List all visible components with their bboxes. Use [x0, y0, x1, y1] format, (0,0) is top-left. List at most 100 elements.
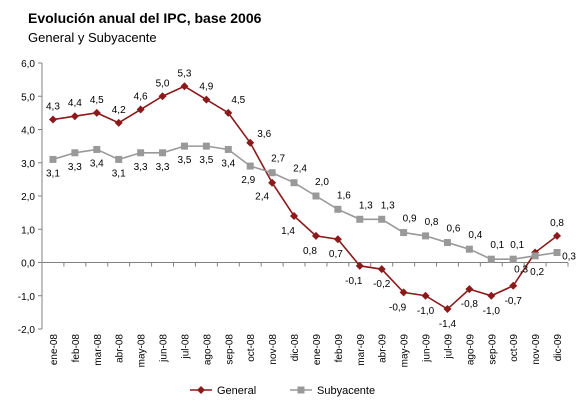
- y-tick-label: 2,0: [21, 192, 35, 203]
- data-point-subyacente: [312, 192, 320, 200]
- data-point-general: [399, 288, 408, 297]
- data-point-general: [443, 305, 452, 314]
- data-point-subyacente: [290, 179, 298, 187]
- data-label-subyacente: 0,6: [447, 224, 461, 235]
- legend-item-general: General: [190, 385, 256, 397]
- x-tick-label: feb-09: [334, 334, 345, 363]
- data-label-general: 5,3: [178, 68, 192, 79]
- data-point-general: [136, 105, 145, 114]
- x-tick-label: sep-09: [487, 334, 498, 365]
- x-tick-label: abr-08: [115, 334, 126, 363]
- data-point-subyacente: [443, 239, 451, 247]
- data-label-general: -0,2: [373, 279, 391, 290]
- x-tick-label: jul-08: [180, 334, 191, 360]
- data-point-subyacente: [137, 149, 145, 157]
- data-point-subyacente: [531, 252, 539, 260]
- data-point-general: [377, 265, 386, 274]
- legend-label-general: General: [217, 385, 256, 397]
- data-label-subyacente: 3,3: [156, 162, 170, 173]
- data-point-general: [290, 211, 299, 220]
- y-tick-label: 6,0: [21, 59, 35, 70]
- data-label-general: -0,7: [505, 296, 523, 307]
- data-point-subyacente: [487, 255, 495, 263]
- data-point-general: [509, 281, 518, 290]
- data-point-general: [355, 261, 364, 270]
- data-label-subyacente: 0,3: [562, 252, 576, 263]
- x-tick-label: abr-09: [378, 334, 389, 363]
- data-label-general: 4,4: [68, 98, 82, 109]
- series-line-subyacente: [52, 145, 558, 260]
- data-point-subyacente: [465, 245, 473, 253]
- x-tick-label: dic-09: [553, 334, 564, 362]
- data-point-subyacente: [224, 145, 232, 153]
- data-point-general: [311, 231, 320, 240]
- x-tick-label: nov-09: [531, 334, 542, 365]
- data-point-general: [92, 108, 101, 117]
- data-label-subyacente: 3,4: [90, 158, 104, 169]
- data-point-subyacente: [202, 142, 210, 150]
- data-label-subyacente: 0,2: [530, 267, 544, 278]
- data-label-subyacente: 2,7: [271, 154, 285, 165]
- y-tick-label: -2,0: [18, 325, 36, 336]
- data-label-subyacente: 0,8: [425, 217, 439, 228]
- legend-label-subyacente: Subyacente: [317, 385, 375, 397]
- data-point-subyacente: [49, 155, 57, 163]
- data-label-general: 4,5: [231, 95, 245, 106]
- data-label-subyacente: 1,3: [359, 200, 373, 211]
- data-point-general: [421, 291, 430, 300]
- data-point-subyacente: [159, 149, 167, 157]
- x-tick-label: mar-09: [356, 334, 367, 366]
- legend-marker-general: [197, 386, 205, 394]
- data-point-subyacente: [180, 142, 188, 150]
- x-tick-label: mar-08: [93, 334, 104, 366]
- y-tick-label: 5,0: [21, 92, 35, 103]
- data-label-general: 0,8: [303, 246, 317, 257]
- data-label-general: 1,4: [281, 226, 295, 237]
- y-tick-label: 4,0: [21, 126, 35, 137]
- data-point-general: [268, 178, 277, 187]
- data-label-general: 0,8: [550, 218, 564, 229]
- x-tick-label: dic-08: [290, 334, 301, 362]
- data-point-general: [48, 115, 57, 124]
- y-tick-label: -1,0: [18, 292, 36, 303]
- data-point-general: [487, 291, 496, 300]
- data-label-general: 0,7: [329, 249, 343, 260]
- data-point-general: [158, 92, 167, 101]
- data-point-general: [333, 235, 342, 244]
- data-label-subyacente: 2,0: [315, 177, 329, 188]
- data-point-general: [465, 285, 474, 294]
- data-point-subyacente: [268, 169, 276, 177]
- data-label-general: -0,9: [389, 302, 407, 313]
- x-tick-label: oct-09: [509, 334, 520, 362]
- x-tick-label: ago-09: [465, 334, 476, 366]
- data-label-subyacente: 3,5: [199, 155, 213, 166]
- data-label-general: -0,8: [461, 299, 479, 310]
- data-label-subyacente: 3,3: [68, 162, 82, 173]
- x-tick-label: feb-08: [71, 334, 82, 363]
- x-tick-label: oct-08: [246, 334, 257, 362]
- data-label-subyacente: 3,4: [221, 158, 235, 169]
- data-label-subyacente: 1,3: [381, 200, 395, 211]
- x-tick-label: jun-08: [159, 334, 170, 363]
- x-tick-label: jun-09: [422, 334, 433, 363]
- data-label-subyacente: 2,9: [241, 175, 255, 186]
- data-label-general: 4,2: [112, 105, 126, 116]
- data-label-general: -0,1: [345, 276, 363, 287]
- data-label-general: 4,9: [199, 82, 213, 93]
- x-tick-label: sep-08: [224, 334, 235, 365]
- x-tick-label: may-09: [400, 334, 411, 368]
- data-point-general: [180, 82, 189, 91]
- data-label-subyacente: 1,6: [337, 190, 351, 201]
- data-point-subyacente: [553, 249, 561, 257]
- data-label-general: 5,0: [156, 78, 170, 89]
- data-point-general: [114, 118, 123, 127]
- data-label-subyacente: 0,4: [468, 230, 482, 241]
- data-label-subyacente: 3,3: [134, 162, 148, 173]
- chart-subtitle: General y Subyacente: [28, 30, 157, 45]
- data-label-general: -1,0: [483, 306, 501, 317]
- legend-marker-subyacente: [297, 386, 305, 394]
- data-point-subyacente: [334, 205, 342, 213]
- data-point-subyacente: [93, 145, 101, 153]
